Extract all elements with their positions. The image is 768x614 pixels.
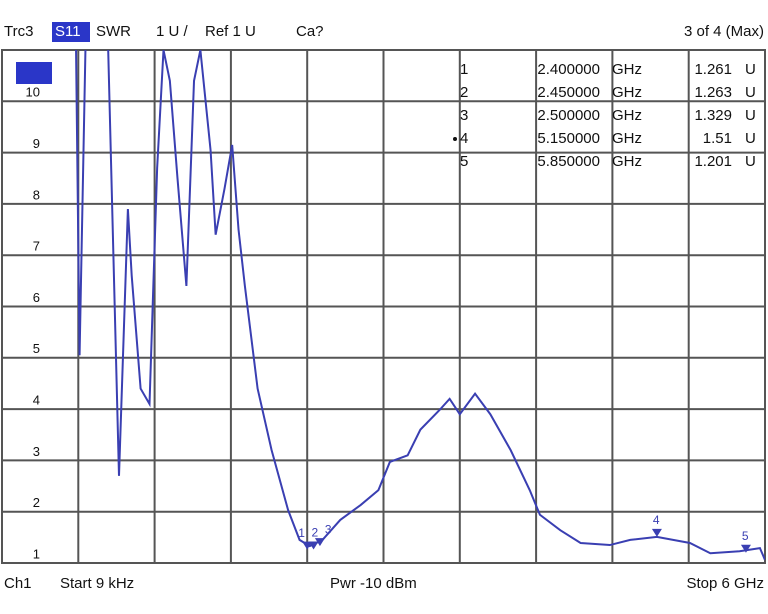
trace-name: Trc3 [4,23,33,40]
trace-line [75,50,765,561]
marker-freq: 2.500000 [537,107,600,124]
marker-label: 2 [312,526,319,540]
y-tick-label: 7 [33,239,40,254]
marker-freq-unit: GHz [612,130,642,147]
marker-triangle [740,544,751,553]
marker-number: 1 [460,61,468,78]
marker-value: 1.201 [694,153,732,170]
marker-triangle [302,541,313,550]
param: S11 [55,23,81,40]
marker-info: 3 of 4 (Max) [684,23,764,40]
marker-value-unit: U [745,84,756,101]
marker-value: 1.329 [694,107,732,124]
marker-value-unit: U [745,107,756,124]
marker-value-unit: U [745,153,756,170]
marker-freq: 5.150000 [537,130,600,147]
param-highlight [52,22,90,42]
trace-indicator [16,62,52,84]
cal-status: Ca? [296,23,324,40]
reference: Ref 1 U [205,23,256,40]
power: Pwr -10 dBm [330,575,417,592]
marker-value-unit: U [745,61,756,78]
marker-label: 3 [325,522,332,536]
start-freq: Start 9 kHz [60,575,134,592]
channel: Ch1 [4,575,32,592]
marker-triangle [651,528,662,537]
scale: 1 U / [156,23,189,40]
y-tick-label: 6 [33,290,40,305]
marker-triangle [314,538,325,547]
y-tick-label: 9 [33,136,40,151]
marker-freq: 2.400000 [537,61,600,78]
marker-value: 1.51 [703,130,732,147]
stop-freq: Stop 6 GHz [686,575,764,592]
y-tick-label: 1 [33,546,40,561]
marker-triangle [308,541,319,550]
y-tick-label: 5 [33,341,40,356]
marker-value: 1.261 [694,61,732,78]
format: SWR [96,23,131,40]
marker-label: 1 [298,526,305,540]
marker-label: 5 [742,529,749,543]
marker-value-unit: U [745,130,756,147]
marker-freq-unit: GHz [612,153,642,170]
active-marker-dot [453,137,457,141]
marker-number: 4 [460,130,468,147]
marker-freq: 2.450000 [537,84,600,101]
marker-value: 1.263 [694,84,732,101]
marker-freq-unit: GHz [612,61,642,78]
y-tick-label: 10 [26,85,40,100]
y-tick-label: 8 [33,187,40,202]
marker-number: 2 [460,84,468,101]
marker-freq-unit: GHz [612,107,642,124]
marker-freq: 5.850000 [537,153,600,170]
y-tick-label: 2 [33,495,40,510]
y-tick-label: 4 [33,393,40,408]
marker-number: 3 [460,107,468,124]
marker-label: 4 [653,513,660,527]
y-tick-label: 3 [33,444,40,459]
marker-freq-unit: GHz [612,84,642,101]
marker-number: 5 [460,153,468,170]
